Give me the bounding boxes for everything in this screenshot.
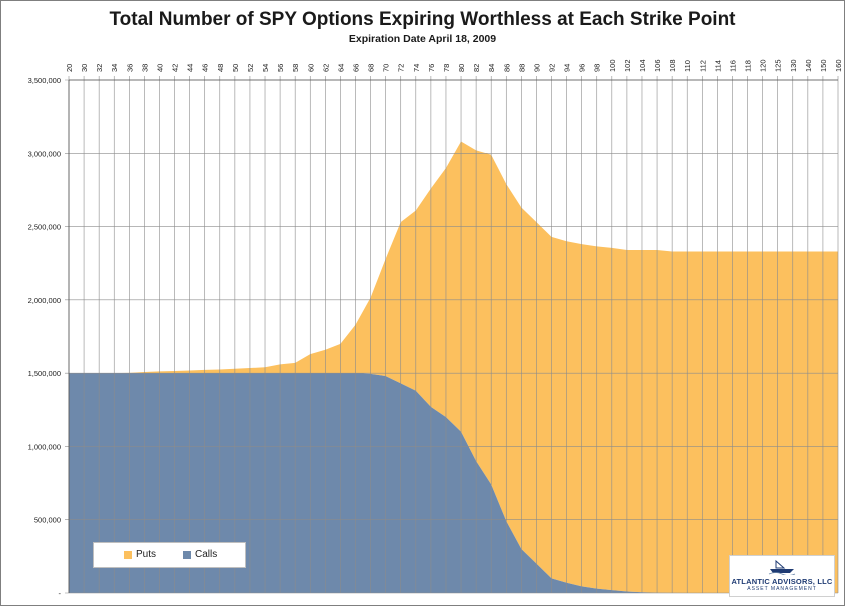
x-tick-label: 88 (517, 64, 526, 72)
x-tick-label: 64 (336, 64, 345, 72)
x-tick-label: 76 (427, 64, 436, 72)
x-tick-label: 56 (276, 64, 285, 72)
y-axis-ticks: - 500,000 1,000,000 1,500,000 2,000,000 2,500… (28, 76, 62, 598)
x-tick-label: 60 (306, 64, 315, 72)
legend-swatch-calls (183, 550, 191, 559)
x-tick-label: 34 (110, 64, 119, 72)
chart-title: Total Number of SPY Options Expiring Wor… (109, 9, 736, 30)
y-tick-label: 1,500,000 (28, 369, 61, 378)
x-tick-label: 66 (351, 64, 360, 72)
x-tick-label: 20 (65, 64, 74, 72)
legend-item-calls: Calls (183, 549, 217, 560)
x-tick-label: 38 (140, 64, 149, 72)
x-tick-label: 98 (593, 64, 602, 72)
y-tick-label: 3,500,000 (28, 76, 61, 85)
x-tick-label: 52 (246, 64, 255, 72)
x-tick-label: 140 (804, 59, 813, 72)
x-tick-label: 118 (744, 60, 753, 72)
legend-label-puts: Puts (136, 549, 157, 560)
x-tick-label: 74 (412, 64, 421, 72)
x-tick-label: 125 (774, 59, 783, 72)
x-tick-label: 32 (95, 64, 104, 72)
series-area-puts (69, 141, 838, 593)
y-tick-label: 500,000 (34, 516, 61, 525)
x-tick-label: 106 (653, 59, 662, 72)
x-tick-label: 150 (819, 59, 828, 72)
x-tick-label: 86 (502, 64, 511, 72)
x-tick-label: 94 (563, 64, 572, 72)
company-logo: ATLANTIC ADVISORS, LLC ASSET MANAGEMENT (729, 555, 835, 597)
x-tick-label: 54 (261, 64, 270, 72)
x-tick-label: 108 (668, 59, 677, 72)
y-tick-label: 3,000,000 (28, 149, 61, 158)
x-tick-label: 116 (728, 60, 737, 72)
x-tick-label: 50 (231, 64, 240, 72)
gridlines (65, 76, 839, 594)
x-tick-label: 120 (759, 59, 768, 72)
x-tick-label: 104 (638, 59, 647, 72)
x-tick-label: 102 (623, 59, 632, 72)
x-tick-label: 68 (367, 64, 376, 72)
legend-item-puts: Puts (124, 549, 156, 560)
logo-subtitle: ASSET MANAGEMENT (747, 586, 817, 592)
y-tick-label: 2,000,000 (28, 296, 61, 305)
x-axis-ticks: 20 30 32 34 36 38 40 42 44 46 48 50 52 54 56 58 60 62 64 66… (65, 59, 843, 72)
series-area-calls (69, 373, 838, 593)
logo-name: ATLANTIC ADVISORS, LLC (731, 577, 833, 586)
x-tick-label: 112 (698, 60, 707, 72)
x-tick-label: 44 (186, 64, 195, 72)
x-tick-label: 40 (155, 64, 164, 72)
legend-swatch-puts (124, 550, 132, 559)
series-areas (69, 141, 838, 593)
x-tick-label: 78 (442, 64, 451, 72)
x-tick-label: 92 (548, 64, 557, 72)
x-tick-label: 90 (532, 64, 541, 72)
sailboat-icon (768, 559, 796, 575)
x-tick-label: 48 (216, 64, 225, 72)
x-tick-label: 110 (683, 60, 692, 72)
x-tick-label: 62 (321, 64, 330, 72)
x-tick-label: 100 (608, 59, 617, 72)
x-tick-label: 30 (80, 64, 89, 72)
x-tick-label: 82 (472, 64, 481, 72)
x-tick-label: 70 (382, 64, 391, 72)
chart-subtitle: Expiration Date April 18, 2009 (348, 33, 497, 45)
x-tick-label: 46 (201, 64, 210, 72)
x-tick-label: 42 (171, 64, 180, 72)
x-tick-label: 36 (125, 64, 134, 72)
x-tick-label: 72 (397, 64, 406, 72)
legend-label-calls: Calls (195, 549, 218, 560)
legend: Puts Calls (93, 542, 246, 568)
x-tick-label: 130 (789, 59, 798, 72)
x-tick-label: 84 (487, 64, 496, 72)
x-tick-label: 58 (291, 64, 300, 72)
y-tick-label: - (59, 589, 62, 598)
x-tick-label: 96 (578, 64, 587, 72)
y-tick-label: 2,500,000 (28, 223, 61, 232)
x-tick-label: 80 (457, 64, 466, 72)
y-tick-label: 1,000,000 (28, 442, 61, 451)
x-tick-label: 114 (713, 60, 722, 72)
x-tick-label: 160 (834, 59, 843, 72)
